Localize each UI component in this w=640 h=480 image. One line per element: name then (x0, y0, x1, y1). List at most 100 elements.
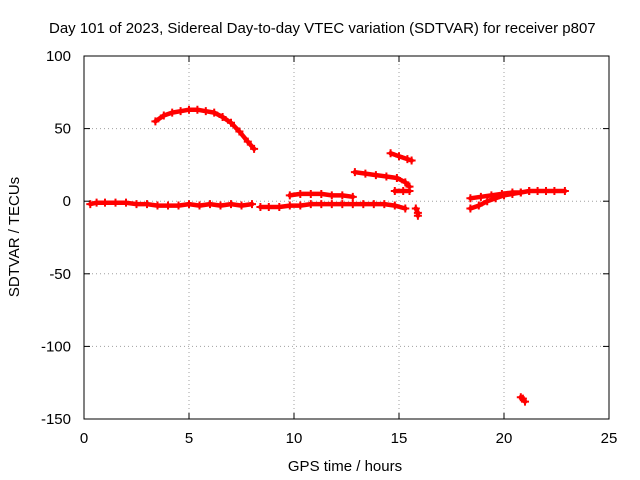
data-point (237, 201, 246, 210)
data-point (306, 200, 315, 209)
data-point (235, 127, 244, 136)
data-point (380, 200, 389, 209)
data-point (466, 194, 475, 203)
series-arc-high (151, 105, 259, 153)
data-point (185, 200, 193, 209)
data-point (101, 198, 109, 207)
data-point (256, 203, 265, 212)
data-point (466, 204, 475, 213)
data-point (296, 189, 305, 198)
series-rise-segment (466, 187, 534, 213)
series-late-segment (525, 187, 569, 196)
data-point (151, 117, 160, 126)
data-point (401, 204, 410, 213)
x-tick-label: 15 (391, 430, 408, 447)
data-point (285, 191, 294, 200)
axis-ticks: 0 5 10 15 20 25 -150 -100 -50 0 50 100 (41, 48, 617, 447)
data-point (401, 178, 410, 187)
series-baseline-early (86, 198, 256, 210)
data-point (348, 200, 357, 209)
data-point (395, 152, 403, 161)
data-point (542, 187, 550, 196)
data-point (338, 191, 347, 200)
series-arc-low-mid (285, 189, 357, 201)
data-point (483, 197, 492, 206)
x-tick-label: 20 (496, 430, 513, 447)
series-short-segment (390, 187, 414, 196)
data-point (227, 200, 235, 209)
data-point (216, 201, 225, 210)
data-point (390, 201, 399, 210)
series-drop-segment (411, 204, 422, 220)
data-point (250, 144, 259, 153)
data-point (476, 192, 485, 201)
data-point (86, 200, 95, 209)
data-point (227, 118, 235, 127)
data-point (296, 201, 305, 210)
data-point (185, 105, 193, 114)
data-point (386, 149, 395, 158)
series-upper-late (466, 188, 525, 203)
y-tick-label: -150 (41, 411, 71, 428)
chart-title: Day 101 of 2023, Sidereal Day-to-day VTE… (49, 20, 596, 37)
y-tick-label: 0 (63, 193, 71, 210)
data-point (474, 201, 483, 210)
data-point (390, 187, 399, 196)
y-axis-label: SDTVAR / TECUs (6, 177, 23, 297)
data-point (243, 137, 252, 146)
x-tick-label: 10 (286, 430, 303, 447)
data-point (521, 397, 529, 406)
data-point (206, 200, 214, 209)
y-tick-label: 50 (54, 121, 71, 138)
data-point (350, 168, 359, 177)
data-point (405, 187, 414, 196)
data-point (525, 187, 534, 196)
data-point (533, 187, 542, 196)
data-point (371, 171, 380, 180)
data-point (413, 211, 422, 220)
data-point (111, 198, 120, 207)
data-point (264, 203, 273, 212)
data-point (285, 201, 294, 210)
data-point (92, 198, 101, 207)
data-point (248, 200, 256, 209)
x-tick-label: 25 (601, 430, 618, 447)
data-point (176, 107, 185, 116)
data-point (369, 200, 378, 209)
data-point (122, 198, 130, 207)
data-point (403, 155, 412, 164)
data-point (487, 191, 496, 200)
data-point (550, 187, 559, 196)
series-outlier (516, 393, 529, 406)
data-point (159, 111, 168, 120)
data-point (327, 191, 336, 200)
series-baseline-mid (256, 200, 410, 213)
grid-lines (84, 56, 609, 419)
data-point (338, 200, 347, 209)
x-axis-label: GPS time / hours (288, 458, 402, 475)
x-tick-label: 5 (185, 430, 193, 447)
plot-frame (83, 55, 610, 420)
data-point (164, 201, 172, 210)
data-point (516, 188, 525, 197)
data-point (132, 200, 141, 209)
data-point (327, 200, 336, 209)
data-point (361, 169, 370, 178)
data-point (348, 192, 357, 201)
data-point (193, 105, 202, 114)
data-point (317, 200, 326, 209)
series-arc-20 (350, 168, 414, 191)
data-point (174, 201, 183, 210)
data-point (306, 189, 315, 198)
data-point (275, 203, 284, 212)
data-point (392, 173, 401, 182)
data-point (382, 172, 391, 181)
series-arc-32 (386, 149, 416, 165)
x-tick-label: 0 (80, 430, 88, 447)
y-tick-label: -100 (41, 338, 71, 355)
data-point (210, 108, 219, 117)
data-point (560, 187, 569, 196)
data-point (201, 107, 210, 116)
data-point (218, 112, 227, 121)
